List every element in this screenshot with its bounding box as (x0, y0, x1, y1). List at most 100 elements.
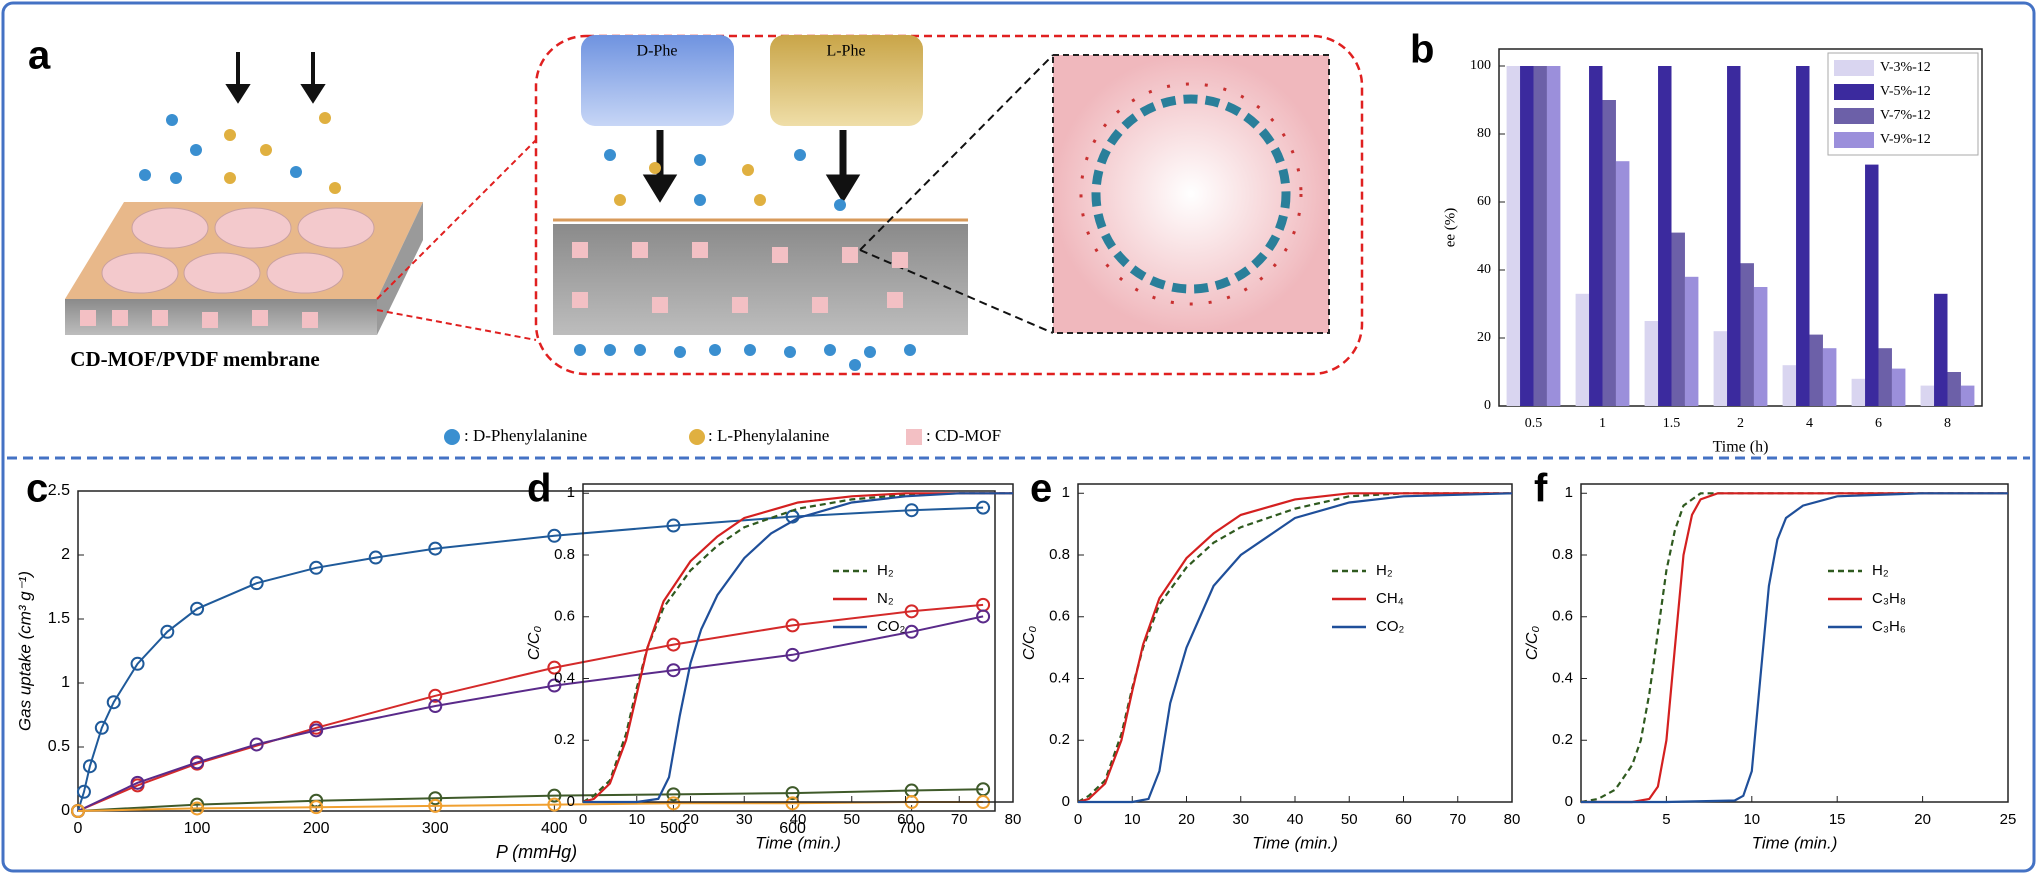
bar (1947, 372, 1961, 406)
plot-frame (1580, 483, 2009, 803)
bar (1740, 263, 1754, 406)
x-tick-label: 0 (579, 811, 587, 828)
x-tick-label: 15 (1829, 811, 1846, 828)
x-tick-label: 600 (779, 820, 806, 837)
molecule (649, 162, 661, 174)
y-tick-label: 0.6 (1552, 608, 1573, 625)
x-tick-label: 80 (1504, 811, 1521, 828)
molecule (744, 344, 756, 356)
x-tick-label: 40 (790, 811, 807, 828)
point (76, 784, 91, 799)
bar (1644, 321, 1659, 406)
molecule (864, 346, 876, 358)
x-tick-label: 1.5 (1663, 416, 1681, 431)
point (547, 528, 562, 543)
x-tick-label: 700 (898, 820, 925, 837)
y-tick-label: 20 (1477, 330, 1491, 345)
x-tick-label: 20 (1914, 811, 1931, 828)
chart: b 0 20 40 60 80 100 0.5 1 1.5 2 4 6 8 Time (h) ee (%) V-… (1410, 28, 1983, 456)
point (190, 801, 205, 816)
series-line (77, 506, 984, 812)
x-tick-label: 10 (1743, 811, 1760, 828)
point (666, 637, 681, 652)
molecule (604, 344, 616, 356)
point (547, 678, 562, 693)
x-axis-label: Time (min.) (755, 833, 841, 852)
x-tick-label: 500 (660, 820, 687, 837)
diagram-a: a CD-MOF/PVDF membrane D-Phe L-Phe (28, 34, 1364, 445)
point (71, 804, 85, 818)
point (130, 656, 145, 671)
bar (1865, 164, 1879, 406)
membrane-edge (377, 202, 423, 335)
zoom-box (534, 34, 1364, 376)
y-tick-label: 0.8 (1552, 546, 1573, 563)
x-axis-label: Time (min.) (1752, 833, 1838, 852)
legend-label: CO₂ (877, 618, 906, 635)
cd-mof-crystal (812, 297, 828, 313)
arrows (225, 52, 326, 104)
point (904, 624, 919, 639)
molecule (694, 194, 706, 206)
membrane-side (65, 299, 377, 335)
x-axis-label: P (mmHg) (496, 842, 577, 862)
y-axis-label: C/C₀ (1021, 626, 1038, 661)
y-tick-label: 0.6 (1049, 608, 1070, 625)
x-tick-label: 0 (74, 820, 83, 837)
legend-swatch (1834, 132, 1874, 148)
bar (1809, 334, 1823, 406)
point (190, 755, 205, 770)
molecule (166, 114, 178, 126)
cd-mof-crystal (152, 310, 168, 326)
arrows (642, 130, 861, 203)
cyclodextrin-ring (1091, 94, 1291, 294)
x-tick-label: 10 (1124, 811, 1141, 828)
molecule (329, 182, 341, 194)
membrane-label: CD-MOF/PVDF membrane (70, 347, 319, 371)
molecule (904, 344, 916, 356)
y-tick-label: 80 (1477, 126, 1491, 141)
x-tick-label: 10 (628, 811, 645, 828)
legend-label: V-3%-12 (1880, 60, 1931, 75)
x-tick-label: 50 (843, 811, 860, 828)
bar (1713, 331, 1728, 406)
y-tick-label: 0 (567, 793, 575, 810)
legend-label: C₃H₈ (1872, 590, 1906, 607)
y-tick-label: 1 (1062, 484, 1070, 501)
point (249, 576, 264, 591)
y-tick-label: 0.5 (48, 738, 70, 755)
y-tick-label: 100 (1470, 58, 1491, 73)
point (428, 791, 443, 806)
zoom-line (859, 54, 1054, 251)
x-tick-label: 30 (1232, 811, 1249, 828)
point (160, 624, 175, 639)
x-tick-label: 20 (1178, 811, 1195, 828)
d-phe-box (581, 35, 734, 126)
series-line (1581, 492, 2008, 804)
bar (1575, 293, 1590, 406)
bar (1727, 66, 1741, 406)
bar (1589, 66, 1603, 406)
legend-swatch (1834, 108, 1874, 124)
point (309, 723, 324, 738)
cd-mof-crystal (632, 242, 648, 258)
point (82, 759, 97, 774)
cd-mof-crystal (692, 242, 708, 258)
legend-swatch (906, 429, 922, 445)
bar (1796, 66, 1810, 406)
y-tick-label: 0 (61, 802, 70, 819)
cd-mof-crystal (202, 312, 218, 328)
legend-label: CH₄ (1376, 590, 1404, 607)
molecule (574, 344, 586, 356)
legend-text: : L-Phenylalanine (708, 426, 829, 445)
legend-swatch (444, 429, 460, 445)
l-phe-label: L-Phe (826, 43, 865, 60)
x-tick-label: 100 (184, 820, 211, 837)
molecule (754, 194, 766, 206)
series-line (1077, 492, 1512, 804)
legend-text: : CD-MOF (926, 426, 1001, 445)
molecule (190, 144, 202, 156)
y-tick-label: 0.8 (1049, 546, 1070, 563)
